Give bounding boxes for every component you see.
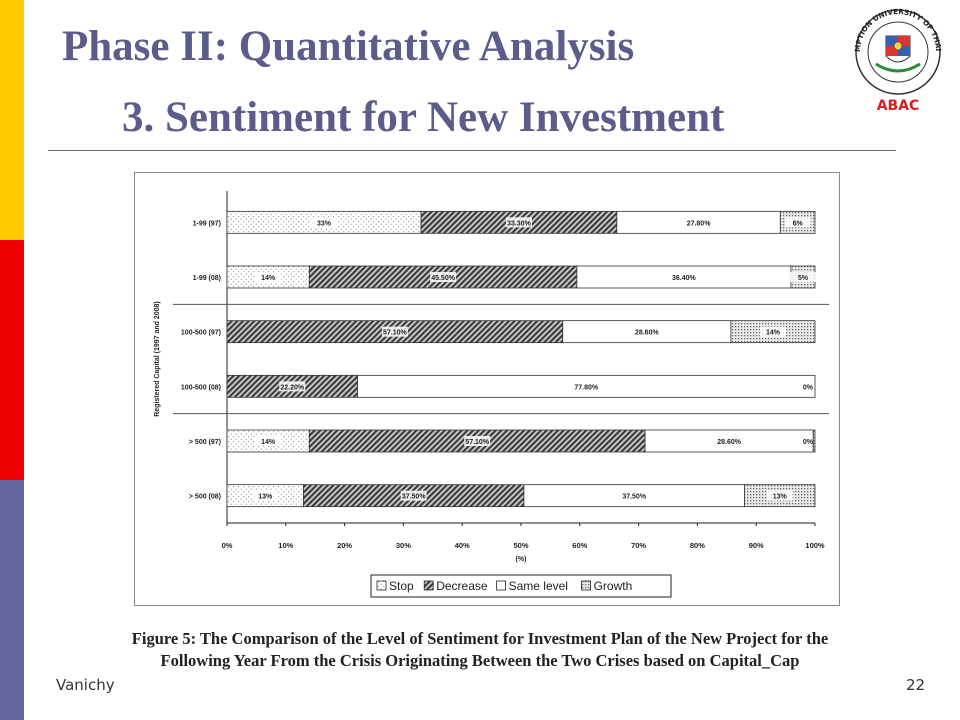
category-label-4: 100-500 (08)	[181, 384, 221, 391]
data-label-bg-5-1	[255, 436, 282, 446]
data-label-1-4: 6%	[793, 220, 804, 227]
data-label-5-2: 57.10%	[465, 439, 490, 446]
data-label-bg-4-3	[573, 381, 600, 392]
data-label-3-2: 57.10%	[383, 330, 408, 337]
x-tick-label-4: 30%	[396, 541, 411, 550]
data-label-2-2: 45.50%	[431, 275, 456, 282]
data-label-4-3: 77.80%	[574, 384, 599, 391]
data-label-bg-1-4	[784, 217, 811, 228]
legend-label-3: Same level	[509, 579, 568, 593]
x-tick-label-3: 20%	[337, 541, 352, 550]
data-label-bg-2-4	[789, 272, 816, 282]
data-label-bg-5-3	[716, 436, 743, 446]
legend-swatch-4	[581, 580, 592, 591]
legend-swatch-1	[376, 580, 387, 591]
data-label-bg-5-2	[464, 436, 491, 446]
legend-label-4: Growth	[594, 579, 633, 593]
legend-swatch-3	[496, 580, 507, 591]
title-divider	[48, 150, 896, 151]
data-label-bg-6-1	[252, 490, 279, 501]
stacked-bar-chart: 33% 33.30% 27.80% 6% 1-99 (97) 14% 45.50% 36.40…	[154, 191, 829, 598]
data-label-1-2: 33.30%	[507, 220, 532, 227]
x-axis-label: (%)	[516, 556, 527, 563]
category-label-2: 1-99 (08)	[193, 275, 221, 282]
x-tick-label-9: 80%	[690, 541, 705, 550]
data-label-2-4: 5%	[798, 275, 809, 282]
legend-label-1: Stop	[389, 579, 414, 593]
data-label-bg-3-2	[381, 326, 408, 337]
data-label-bg-3-4	[759, 326, 786, 337]
x-tick-label-8: 70%	[631, 541, 646, 550]
side-stripe-red	[0, 240, 24, 480]
data-label-bg-1-1	[311, 217, 338, 228]
data-label-2-3: 36.40%	[672, 275, 697, 282]
data-label-bg-6-3	[621, 490, 648, 501]
data-label-bg-2-3	[670, 272, 697, 282]
university-logo: ASSUMPTION UNIVERSITY OF THAILAND ABAC	[846, 6, 943, 114]
data-label-5-3: 28.60%	[717, 439, 742, 446]
category-label-3: 100-500 (97)	[181, 330, 221, 337]
category-label-5: > 500 (97)	[189, 439, 221, 446]
category-label-6: > 500 (08)	[189, 494, 221, 501]
x-tick-label-11: 100%	[805, 541, 825, 550]
footer-author: Vanichy	[56, 676, 115, 694]
legend-label-2: Decrease	[436, 579, 488, 593]
x-tick-label-2: 10%	[278, 541, 293, 550]
data-label-3-4: 14%	[766, 330, 781, 337]
slide-title-line1: Phase II: Quantitative Analysis	[62, 23, 635, 70]
data-label-bg-2-2	[430, 272, 457, 282]
data-label-2-1: 14%	[261, 275, 276, 282]
data-label-bg-6-4	[766, 490, 793, 501]
data-label-bg-4-2	[279, 381, 306, 392]
legend-box	[370, 574, 672, 598]
figure-caption: Figure 5: The Comparison of the Level of…	[120, 628, 840, 700]
side-stripe-purple	[0, 480, 24, 720]
data-label-bg-3-3	[633, 326, 660, 337]
category-label-1: 1-99 (97)	[193, 220, 221, 227]
side-stripe-yellow	[0, 0, 24, 240]
x-tick-label-7: 60%	[572, 541, 587, 550]
data-label-6-2: 37.50%	[402, 494, 427, 501]
data-label-bg-6-2	[400, 490, 427, 501]
data-label-5-1: 14%	[261, 439, 276, 446]
data-label-bg-2-1	[255, 272, 282, 282]
logo-abac-label: ABAC	[877, 98, 920, 114]
data-label-4-4: 0%	[803, 384, 814, 391]
data-label-3-3: 28.60%	[635, 330, 660, 337]
data-label-bg-1-3	[685, 217, 712, 228]
x-tick-label-1: 0%	[222, 541, 233, 550]
y-axis-label: Registered Capital (1997 and 2008)	[154, 301, 161, 417]
legend-swatch-2	[423, 580, 434, 591]
bar-segment-5-4	[812, 429, 816, 453]
x-tick-label-10: 90%	[749, 541, 764, 550]
data-label-6-3: 37.50%	[622, 494, 647, 501]
chart-frame: 33% 33.30% 27.80% 6% 1-99 (97) 14% 45.50% 36.40…	[134, 172, 840, 606]
data-label-6-1: 13%	[258, 494, 273, 501]
page-number: 22	[906, 676, 926, 694]
x-tick-label-5: 40%	[455, 541, 470, 550]
data-label-4-2: 22.20%	[280, 384, 305, 391]
data-label-1-3: 27.80%	[687, 220, 712, 227]
data-label-bg-1-2	[505, 217, 532, 228]
slide-title-line2: 3. Sentiment for New Investment	[122, 94, 725, 141]
data-label-6-4: 13%	[773, 494, 788, 501]
data-label-5-4: 0%	[803, 439, 814, 446]
data-label-1-1: 33%	[317, 220, 332, 227]
x-tick-label-6: 50%	[513, 541, 528, 550]
